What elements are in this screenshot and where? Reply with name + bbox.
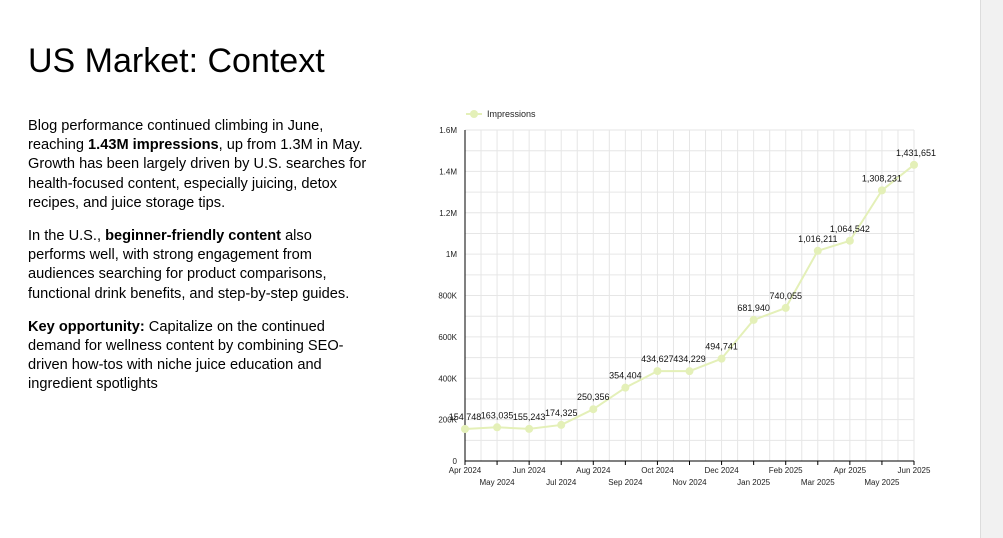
data-label: 174,325 xyxy=(545,408,578,418)
data-label: 434,627 xyxy=(641,354,674,364)
data-point xyxy=(717,354,726,363)
data-point xyxy=(781,303,790,312)
x-tick-label: Sep 2024 xyxy=(608,478,643,487)
body-text: Blog performance continued climbing in J… xyxy=(28,117,373,409)
y-tick-label: 1.2M xyxy=(439,209,457,218)
legend-label-impressions: Impressions xyxy=(487,109,536,119)
paragraph-beginner-content: In the U.S., beginner-friendly content a… xyxy=(28,227,373,304)
data-label: 1,431,651 xyxy=(896,148,936,158)
bold-text: 1.43M impressions xyxy=(88,137,219,154)
x-tick-label: Jul 2024 xyxy=(546,478,577,487)
bold-text: beginner-friendly content xyxy=(105,228,282,245)
data-point xyxy=(813,246,822,255)
paragraph-text: also performs well, with strong engageme… xyxy=(28,228,350,302)
x-tick-label: Dec 2024 xyxy=(704,466,739,475)
data-label: 250,356 xyxy=(577,392,610,402)
data-point xyxy=(461,424,469,433)
data-point xyxy=(525,424,534,433)
slide-title: US Market: Context xyxy=(28,42,325,80)
y-tick-label: 400K xyxy=(438,374,457,383)
data-point xyxy=(493,423,502,432)
scrollbar[interactable] xyxy=(980,0,1003,538)
data-point xyxy=(877,186,886,195)
data-label: 163,035 xyxy=(481,410,514,420)
x-tick-label: Jun 2025 xyxy=(898,466,931,475)
paragraph-text: , up from 1.3M in May. Growth has been l… xyxy=(28,137,367,211)
y-tick-label: 1.4M xyxy=(439,167,457,176)
data-label: 1,308,231 xyxy=(862,173,902,183)
data-label: 740,055 xyxy=(769,291,802,301)
bold-text: Key opportunity: xyxy=(28,318,145,335)
legend-swatch-marker xyxy=(470,110,478,118)
x-tick-label: Oct 2024 xyxy=(641,466,674,475)
data-point xyxy=(621,383,630,392)
paragraph-performance: Blog performance continued climbing in J… xyxy=(28,117,373,213)
data-label: 354,404 xyxy=(609,371,642,381)
y-tick-label: 1M xyxy=(446,250,457,259)
paragraph-text: Blog performance continued climbing in J… xyxy=(28,118,324,154)
x-tick-label: Apr 2024 xyxy=(449,466,482,475)
data-label: 494,741 xyxy=(705,342,738,352)
x-tick-label: May 2025 xyxy=(864,478,900,487)
data-point xyxy=(557,420,566,429)
data-label: 434,229 xyxy=(673,354,706,364)
x-tick-label: Nov 2024 xyxy=(672,478,707,487)
paragraph-key-opportunity: Key opportunity: Capitalize on the conti… xyxy=(28,318,373,395)
y-tick-label: 0 xyxy=(453,457,458,466)
data-point xyxy=(749,315,758,324)
paragraph-text: Capitalize on the continued demand for w… xyxy=(28,318,344,393)
x-tick-label: Apr 2025 xyxy=(834,466,867,475)
x-tick-label: Feb 2025 xyxy=(769,466,803,475)
y-tick-label: 800K xyxy=(438,292,457,301)
data-point xyxy=(845,236,854,245)
data-point xyxy=(685,367,694,376)
x-tick-label: Aug 2024 xyxy=(576,466,611,475)
y-tick-label: 1.6M xyxy=(439,126,457,135)
chart-canvas: 0 200K 400K 600K 800K 1M 1.2M 1.4M 1.6M Apr 2024 M… xyxy=(438,109,936,487)
data-label: 155,243 xyxy=(513,412,546,422)
data-label: 1,064,542 xyxy=(830,224,870,234)
impressions-chart: 0 200K 400K 600K 800K 1M 1.2M 1.4M 1.6M Apr 2024 M… xyxy=(420,100,950,500)
data-label: 154,748 xyxy=(449,412,482,422)
paragraph-text: In the U.S., xyxy=(28,228,106,245)
x-tick-label: Jun 2024 xyxy=(513,466,546,475)
y-tick-label: 600K xyxy=(438,333,457,342)
data-point xyxy=(653,367,662,376)
data-label: 1,016,211 xyxy=(798,234,837,244)
x-tick-label: May 2024 xyxy=(480,478,516,487)
data-point xyxy=(589,405,598,414)
y-tick-label: 200K xyxy=(438,416,457,425)
slide: US Market: Context Blog performance cont… xyxy=(28,42,950,500)
x-tick-label: Mar 2025 xyxy=(801,478,835,487)
data-label: 681,940 xyxy=(737,303,770,313)
x-tick-label: Jan 2025 xyxy=(737,478,770,487)
data-point xyxy=(910,160,918,169)
